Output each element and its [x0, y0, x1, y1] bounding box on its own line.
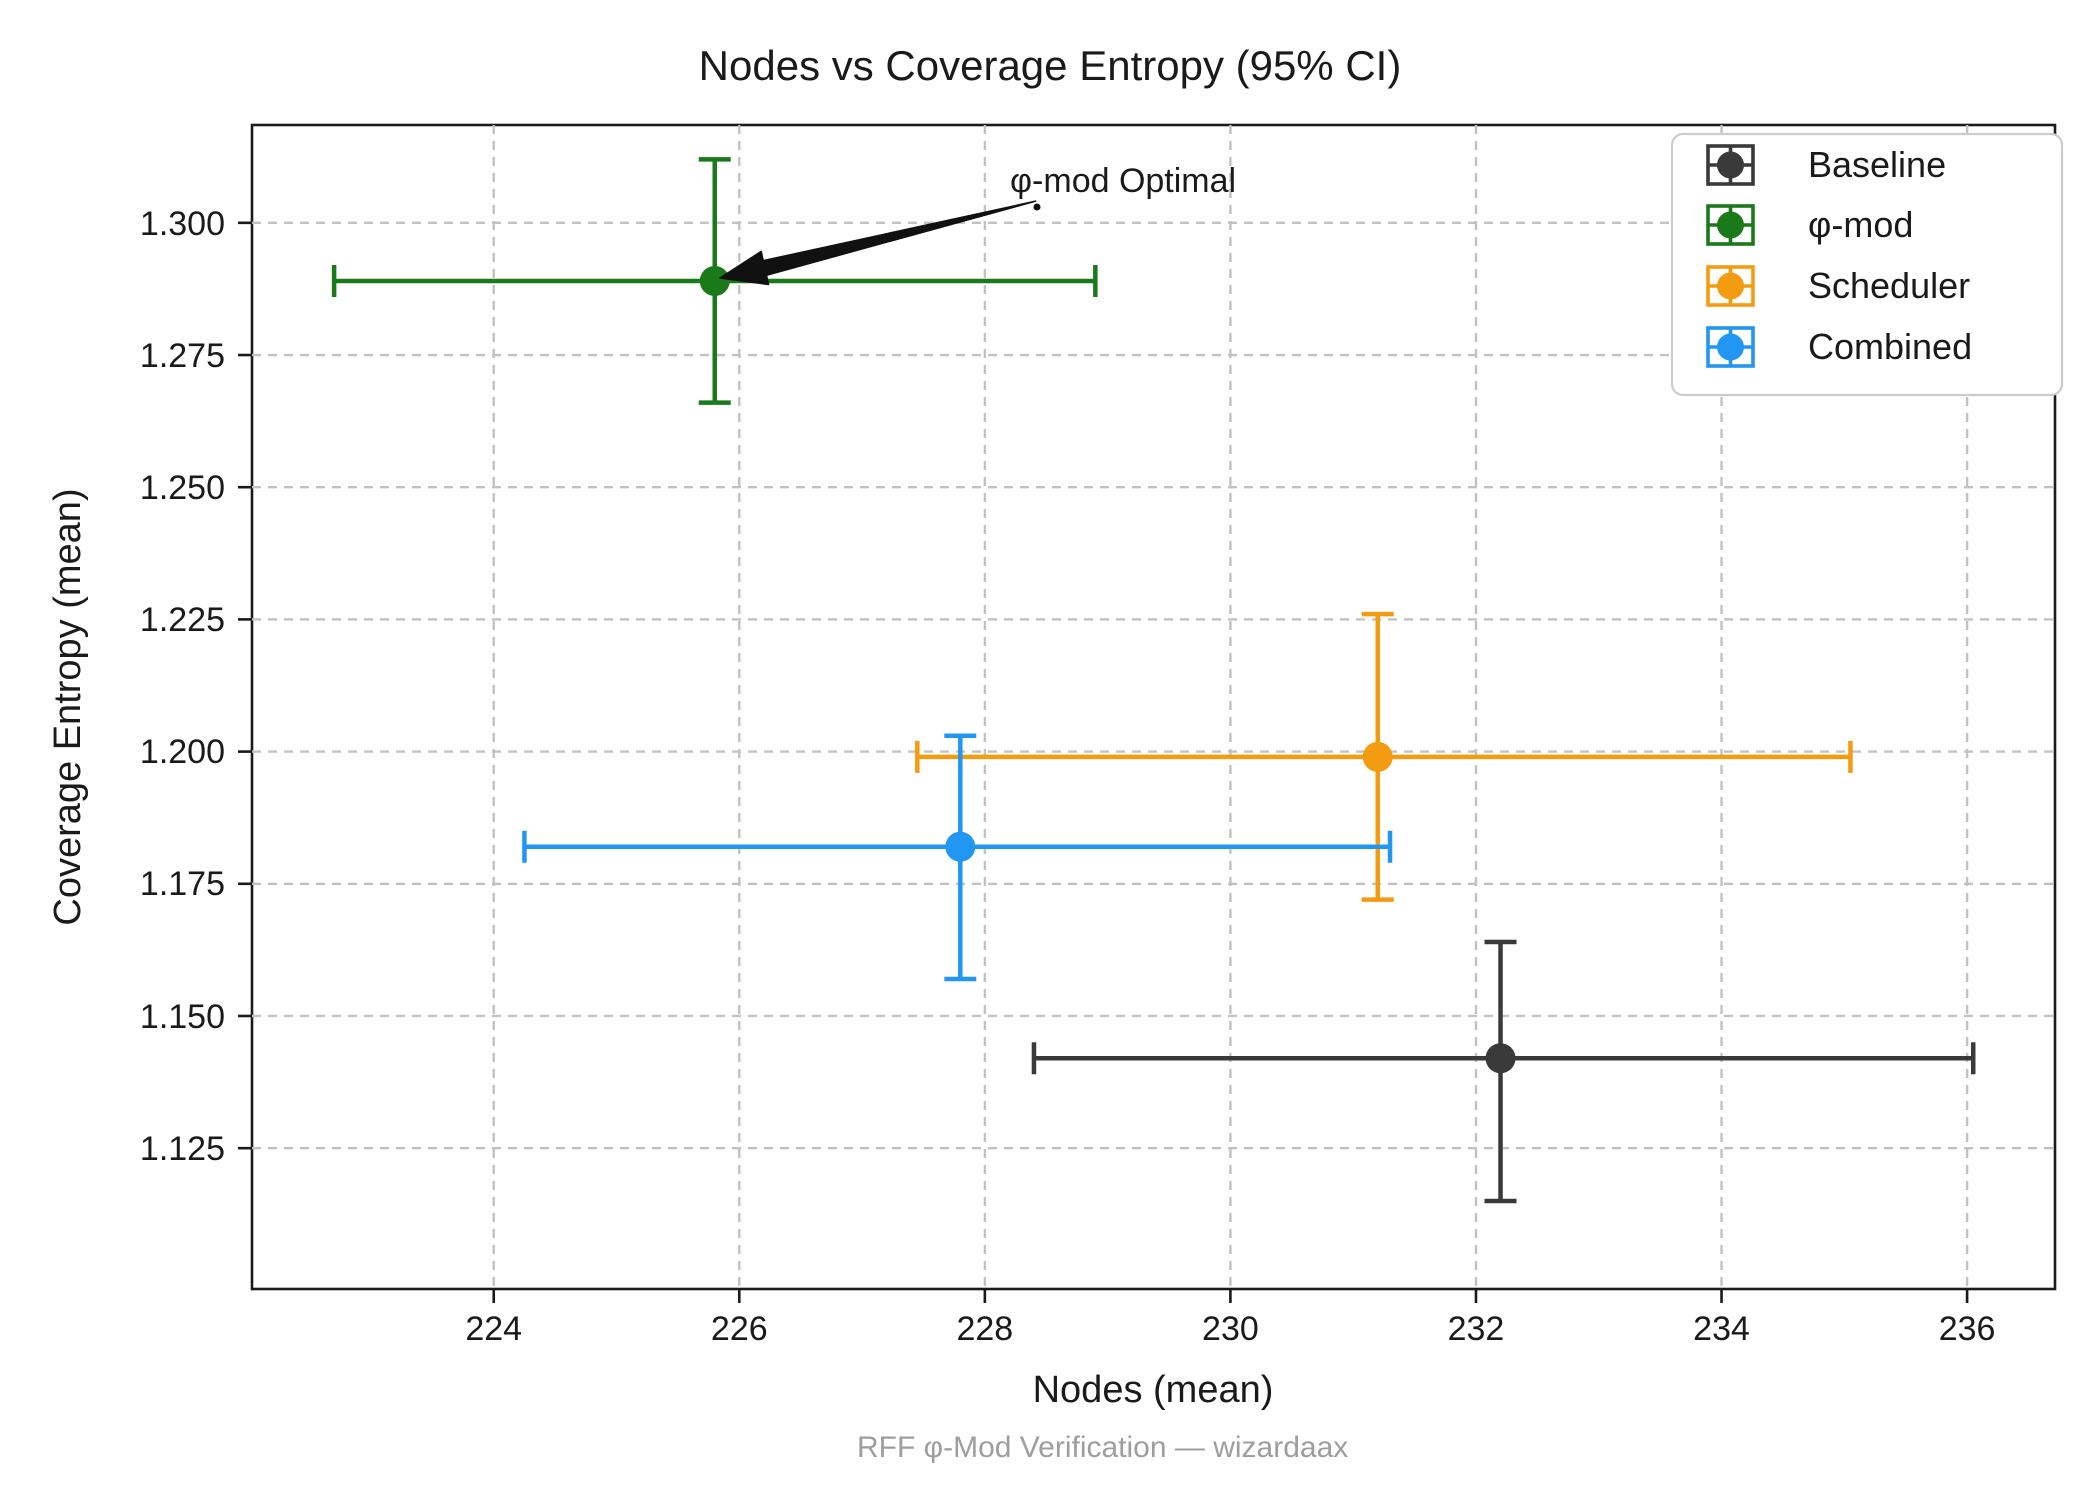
svg-text:1.250: 1.250: [140, 469, 225, 507]
svg-text:226: 226: [711, 1310, 768, 1348]
svg-text:Scheduler: Scheduler: [1808, 265, 1970, 306]
svg-text:1.125: 1.125: [140, 1130, 225, 1168]
svg-text:Nodes vs Coverage Entropy (95%: Nodes vs Coverage Entropy (95% CI): [699, 42, 1402, 89]
svg-text:φ-mod Optimal: φ-mod Optimal: [1010, 162, 1236, 200]
svg-text:1.225: 1.225: [140, 601, 225, 639]
svg-text:232: 232: [1448, 1310, 1505, 1348]
svg-text:Combined: Combined: [1808, 326, 1972, 367]
svg-text:228: 228: [956, 1310, 1013, 1348]
svg-text:1.175: 1.175: [140, 865, 225, 903]
svg-text:Nodes (mean): Nodes (mean): [1033, 1369, 1274, 1411]
svg-text:Coverage Entropy (mean): Coverage Entropy (mean): [47, 488, 89, 925]
svg-text:224: 224: [465, 1310, 522, 1348]
svg-text:1.150: 1.150: [140, 998, 225, 1036]
svg-text:230: 230: [1202, 1310, 1259, 1348]
svg-text:236: 236: [1939, 1310, 1996, 1348]
svg-text:φ-mod: φ-mod: [1808, 204, 1913, 245]
svg-text:1.200: 1.200: [140, 733, 225, 771]
svg-text:1.300: 1.300: [140, 205, 225, 243]
svg-text:RFF φ-Mod Verification — wizar: RFF φ-Mod Verification — wizardaax: [857, 1431, 1348, 1464]
svg-text:Baseline: Baseline: [1808, 144, 1946, 185]
svg-text:1.275: 1.275: [140, 337, 225, 375]
svg-text:234: 234: [1693, 1310, 1750, 1348]
